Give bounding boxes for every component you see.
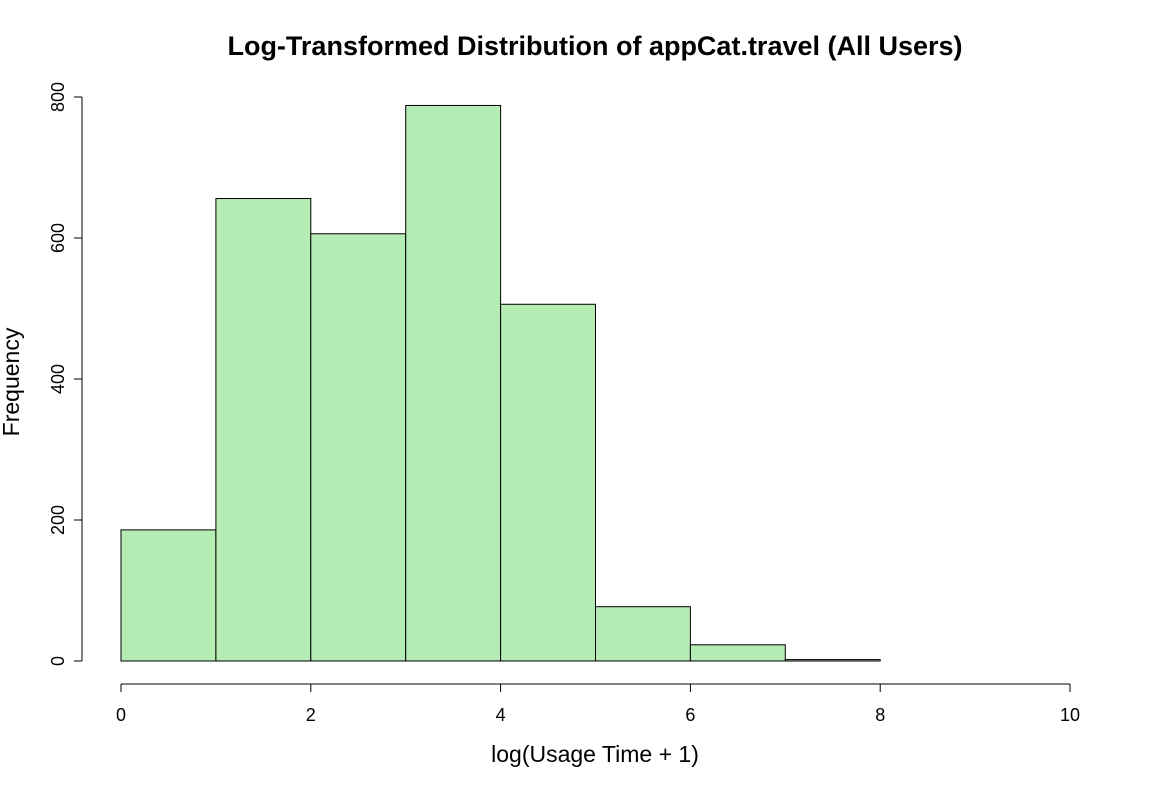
y-tick-label-0: 0 bbox=[48, 656, 68, 666]
y-axis: 0 200 400 600 800 bbox=[48, 82, 83, 666]
y-tick-label-200: 200 bbox=[48, 505, 68, 535]
bar-5 bbox=[595, 606, 691, 662]
bar-1 bbox=[215, 198, 312, 662]
bar-4 bbox=[500, 303, 597, 662]
x-tick-label-8: 8 bbox=[875, 705, 885, 725]
y-tick-label-400: 400 bbox=[48, 364, 68, 394]
chart-title: Log-Transformed Distribution of appCat.t… bbox=[227, 31, 962, 61]
x-axis: 0 2 4 6 8 10 bbox=[116, 683, 1080, 725]
x-tick-label-0: 0 bbox=[116, 705, 126, 725]
x-axis-label: log(Usage Time + 1) bbox=[491, 741, 699, 767]
bar-6 bbox=[689, 644, 786, 662]
y-tick-label-800: 800 bbox=[48, 82, 68, 112]
y-axis-label: Frequency bbox=[0, 327, 24, 436]
bars-group bbox=[120, 104, 881, 662]
bar-3 bbox=[405, 104, 502, 662]
bar-0 bbox=[120, 529, 217, 662]
bar-2 bbox=[310, 233, 407, 662]
x-tick-label-10: 10 bbox=[1060, 705, 1080, 725]
x-tick-label-6: 6 bbox=[685, 705, 695, 725]
x-tick-label-4: 4 bbox=[496, 705, 506, 725]
y-tick-label-600: 600 bbox=[48, 223, 68, 253]
x-tick-label-2: 2 bbox=[306, 705, 316, 725]
bar-7 bbox=[784, 659, 881, 662]
